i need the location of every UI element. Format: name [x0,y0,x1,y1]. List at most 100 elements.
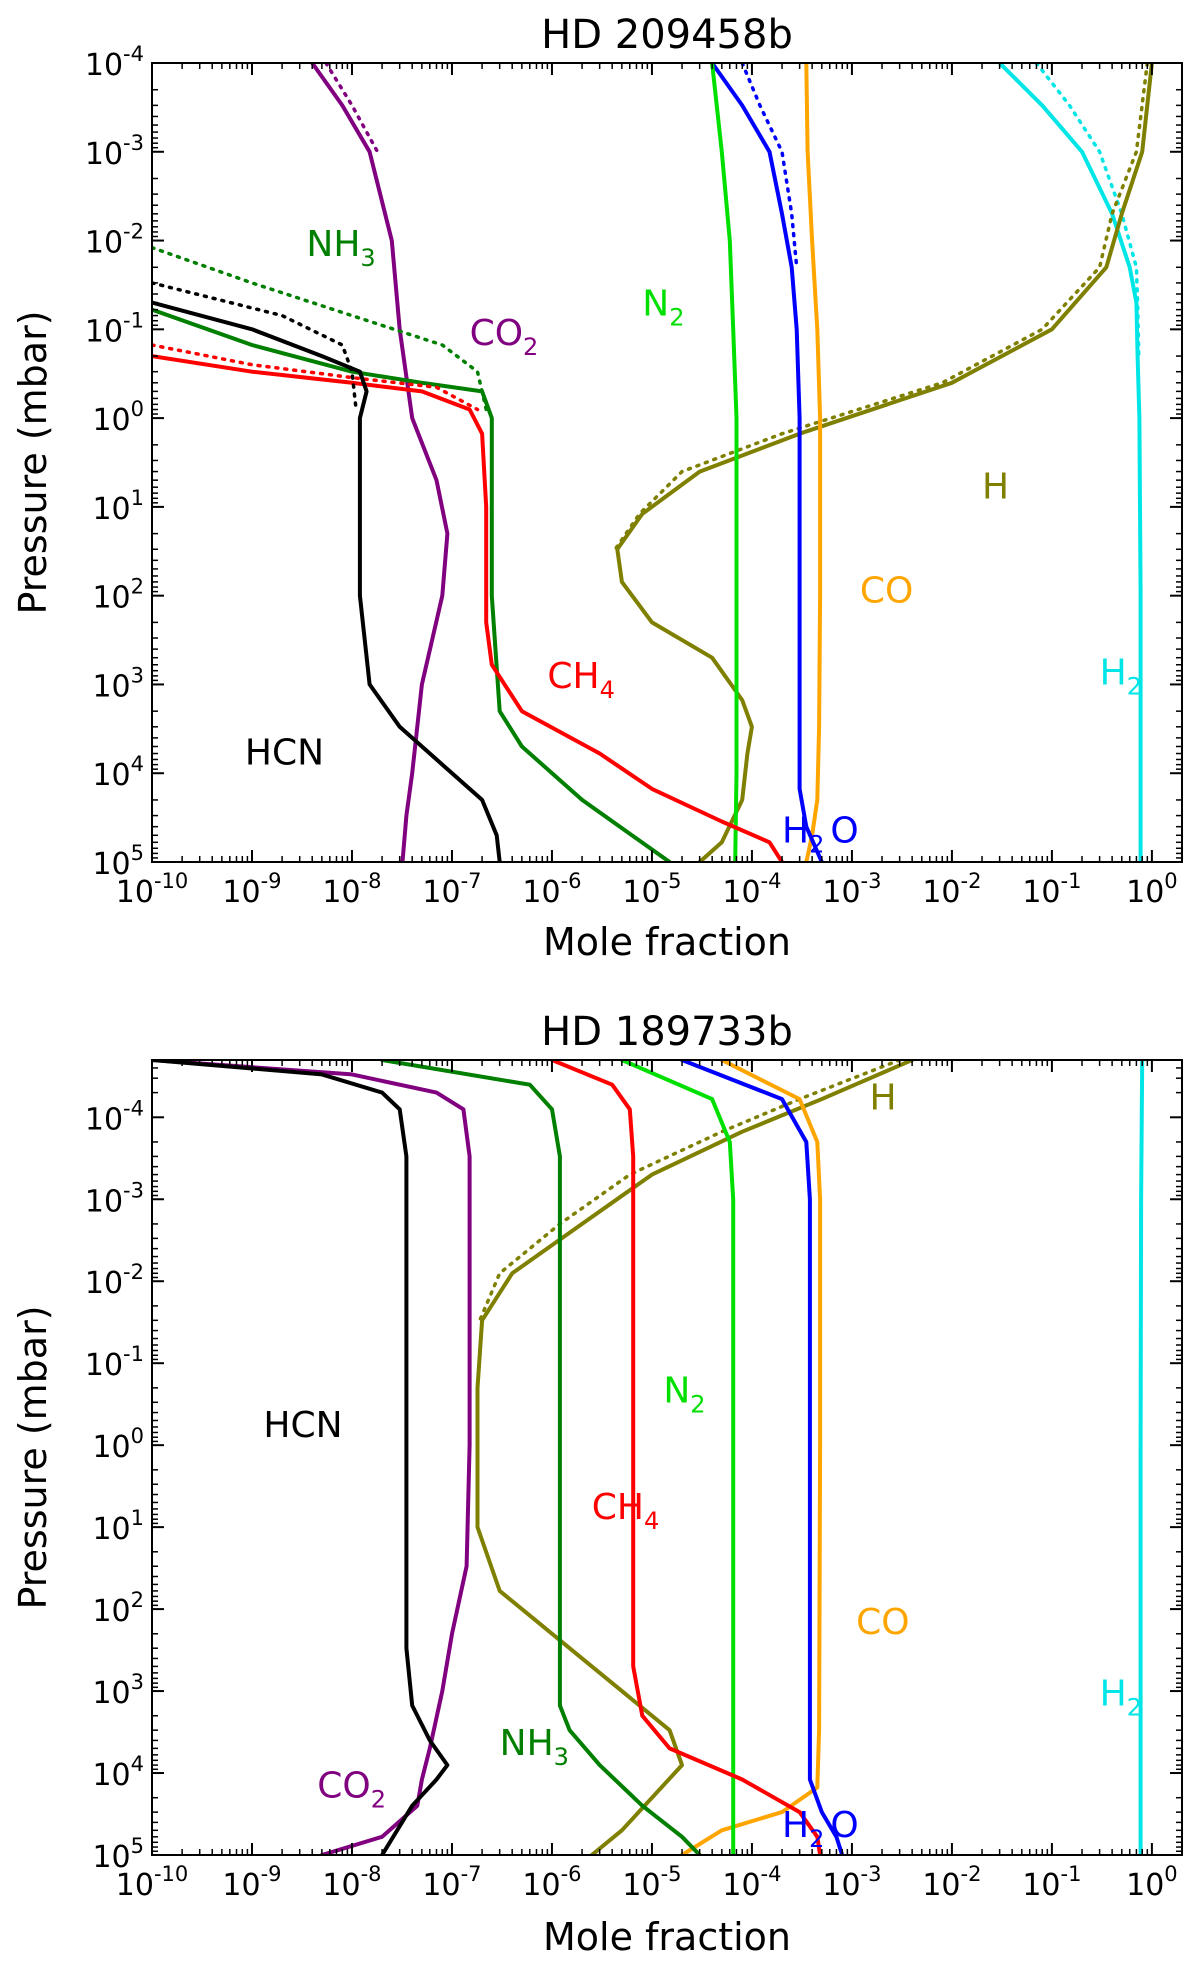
y-tick-label: 101 [92,1506,144,1547]
series-line-h2-solid [997,63,1143,862]
y-axis: 10-4 10-3 10-2 10-1 100 101 102 103 104 105 [85,1059,1182,1875]
label-hcn: HCN [245,733,324,774]
species-labels: H2 H CO H2 O N2 CO2 NH3 CH4 HCN [245,224,1142,858]
series-line-co2-dotted [324,63,380,154]
label-co: CO [860,571,913,612]
species-labels: H2 H CO H2 O N2 CO2 NH3 CH4 HCN [263,1077,1142,1852]
label-n2: N2 [642,284,684,332]
y-tick-label: 100 [92,1424,144,1465]
series-line-h-dotted [613,63,1150,551]
series-line-nh3-solid [380,1060,702,1855]
x-tick-label: 10-7 [422,869,481,910]
label-h2: H2 [1100,1673,1142,1721]
x-tick-label: 10-4 [722,869,781,910]
x-tick-label: 10-9 [222,869,281,910]
label-h2: H2 [1100,652,1142,700]
series-line-co2-solid [152,1060,472,1855]
series-line-h-solid [475,1060,915,1855]
y-axis: 10-4 10-3 10-2 10-1 100 101 102 103 104 105 [85,42,1182,882]
x-tick-label: 100 [1126,1862,1178,1903]
y-tick-label: 10-2 [85,1260,144,1301]
series-line-hcn-solid [152,1060,450,1855]
series-line-ch4-solid [550,1060,823,1855]
y-tick-label: 104 [92,1752,144,1793]
x-axis-label: Mole fraction [543,1915,791,1959]
series-line-h2o-solid [710,63,824,862]
y-tick-label: 105 [92,1834,144,1875]
y-tick-label: 10-3 [85,1178,144,1219]
series-line-h2o-solid [680,1060,845,1855]
x-tick-label: 10-8 [322,1862,381,1903]
panel-hd-189733b: 10-10 10-9 10-8 10-7 10-6 10-5 10-4 10-3 10-2 10-… [11,1009,1183,1959]
label-n2: N2 [663,1370,705,1418]
x-axis: 10-10 10-9 10-8 10-7 10-6 10-5 10-4 10-3 10-2 10-… [116,1060,1183,1903]
series-line-co-solid [680,1060,823,1855]
label-co2: CO2 [317,1766,386,1814]
x-tick-label: 10-10 [116,1862,189,1903]
x-tick-label: 10-4 [722,1862,781,1903]
y-axis-label: Pressure (mbar) [11,1305,55,1609]
y-axis-label: Pressure (mbar) [11,310,55,614]
series-line-h2-solid [1138,1060,1145,1855]
label-co2: CO2 [470,313,539,361]
y-tick-label: 10-3 [85,131,144,172]
label-h: H [870,1077,897,1118]
x-tick-label: 10-5 [622,1862,681,1903]
series-line-n2-solid [710,63,739,862]
x-tick-label: 10-7 [422,1862,481,1903]
x-tick-label: 10-8 [322,869,381,910]
label-h2o: H2 O [782,1805,859,1853]
label-nh3: NH3 [306,224,375,272]
x-axis-label: Mole fraction [543,920,791,964]
x-tick-label: 10-9 [222,1862,281,1903]
x-tick-label: 10-6 [522,869,581,910]
y-tick-label: 10-1 [85,1342,144,1383]
y-tick-label: 100 [92,397,144,438]
series-line-nh3-solid [152,307,672,862]
label-ch4: CH4 [547,656,615,704]
y-tick-label: 104 [92,752,144,793]
series-line-nh3-dotted [152,245,488,412]
plot-frame [151,1059,1183,1856]
x-tick-label: 10-2 [922,1862,981,1903]
x-tick-label: 10-3 [822,1862,881,1903]
chart-title: HD 209458b [541,12,793,58]
series-line-co2-solid [310,63,450,862]
series-layer [152,63,1154,862]
plot-frame [151,62,1183,863]
x-tick-label: 100 [1126,869,1178,910]
series-layer [152,1060,1145,1855]
panel-hd-209458b: 10-10 10-9 10-8 10-7 10-6 10-5 10-4 10-3 10-2 10-… [11,12,1183,964]
label-co: CO [856,1602,909,1643]
y-tick-label: 105 [92,841,144,882]
x-tick-label: 10-1 [1022,869,1081,910]
y-tick-label: 103 [92,1670,144,1711]
x-tick-label: 10-1 [1022,1862,1081,1903]
x-tick-label: 10-5 [622,869,681,910]
series-line-n2-solid [619,1060,736,1855]
x-tick-label: 10-6 [522,1862,581,1903]
x-tick-label: 10-3 [822,869,881,910]
series-line-hcn-dotted [152,281,358,412]
label-h2o: H2 O [782,810,859,858]
y-tick-label: 10-4 [85,1096,144,1137]
y-tick-label: 10-2 [85,220,144,261]
series-line-ch4-solid [152,354,784,862]
x-tick-label: 10-2 [922,869,981,910]
y-tick-label: 10-4 [85,42,144,83]
y-tick-label: 102 [92,575,144,616]
label-h: H [982,466,1009,507]
series-line-co-solid [804,63,823,862]
label-ch4: CH4 [592,1487,660,1535]
series-line-h-solid [615,63,1154,862]
y-tick-label: 101 [92,486,144,527]
label-nh3: NH3 [500,1723,569,1771]
y-tick-label: 10-1 [85,308,144,349]
chart-title: HD 189733b [541,1009,793,1055]
label-hcn: HCN [263,1405,342,1446]
series-line-h2o-dotted [740,63,799,270]
y-tick-label: 103 [92,663,144,704]
y-tick-label: 102 [92,1588,144,1629]
x-axis: 10-10 10-9 10-8 10-7 10-6 10-5 10-4 10-3 10-2 10-… [116,63,1183,910]
